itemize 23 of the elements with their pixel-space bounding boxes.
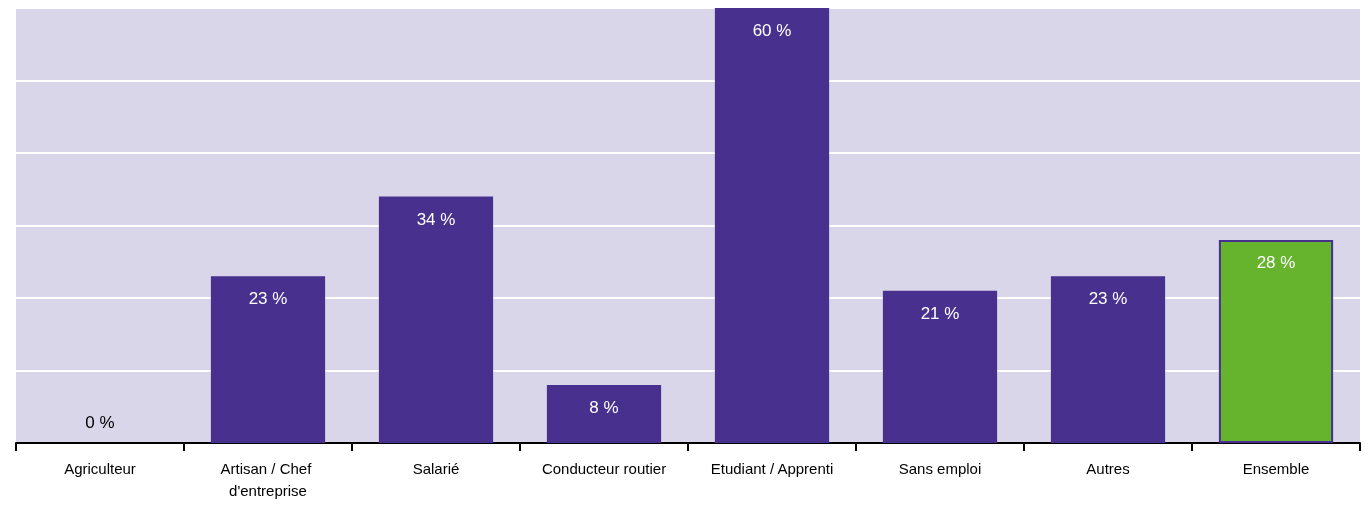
x-tick-label: Ensemble xyxy=(1242,459,1310,477)
bar xyxy=(882,290,998,443)
data-label: 21 % xyxy=(920,303,960,323)
data-label: 60 % xyxy=(752,21,792,40)
x-tick-label: Autres xyxy=(1086,459,1130,477)
data-label: 23 % xyxy=(248,289,288,309)
bar xyxy=(546,385,662,443)
x-tick-label: Conducteur routier xyxy=(541,459,667,477)
data-label: 8 % xyxy=(589,398,619,417)
x-tick-label: Etudiant / Apprenti xyxy=(710,459,834,477)
x-tick-label: Sans emploi xyxy=(898,459,982,477)
bar xyxy=(378,196,494,443)
x-tick-label: Salarié xyxy=(412,459,460,477)
x-tick-label: Artisan / Chef d'entreprise xyxy=(220,459,316,499)
data-label: 23 % xyxy=(1088,289,1128,309)
bar xyxy=(1218,240,1334,443)
data-label: 0 % xyxy=(85,413,115,432)
bar xyxy=(714,8,830,443)
bar xyxy=(210,276,326,443)
data-label: 34 % xyxy=(416,209,456,229)
bar xyxy=(1050,276,1166,443)
data-label: 28 % xyxy=(1256,253,1296,272)
x-tick-label: Agriculteur xyxy=(64,459,136,477)
